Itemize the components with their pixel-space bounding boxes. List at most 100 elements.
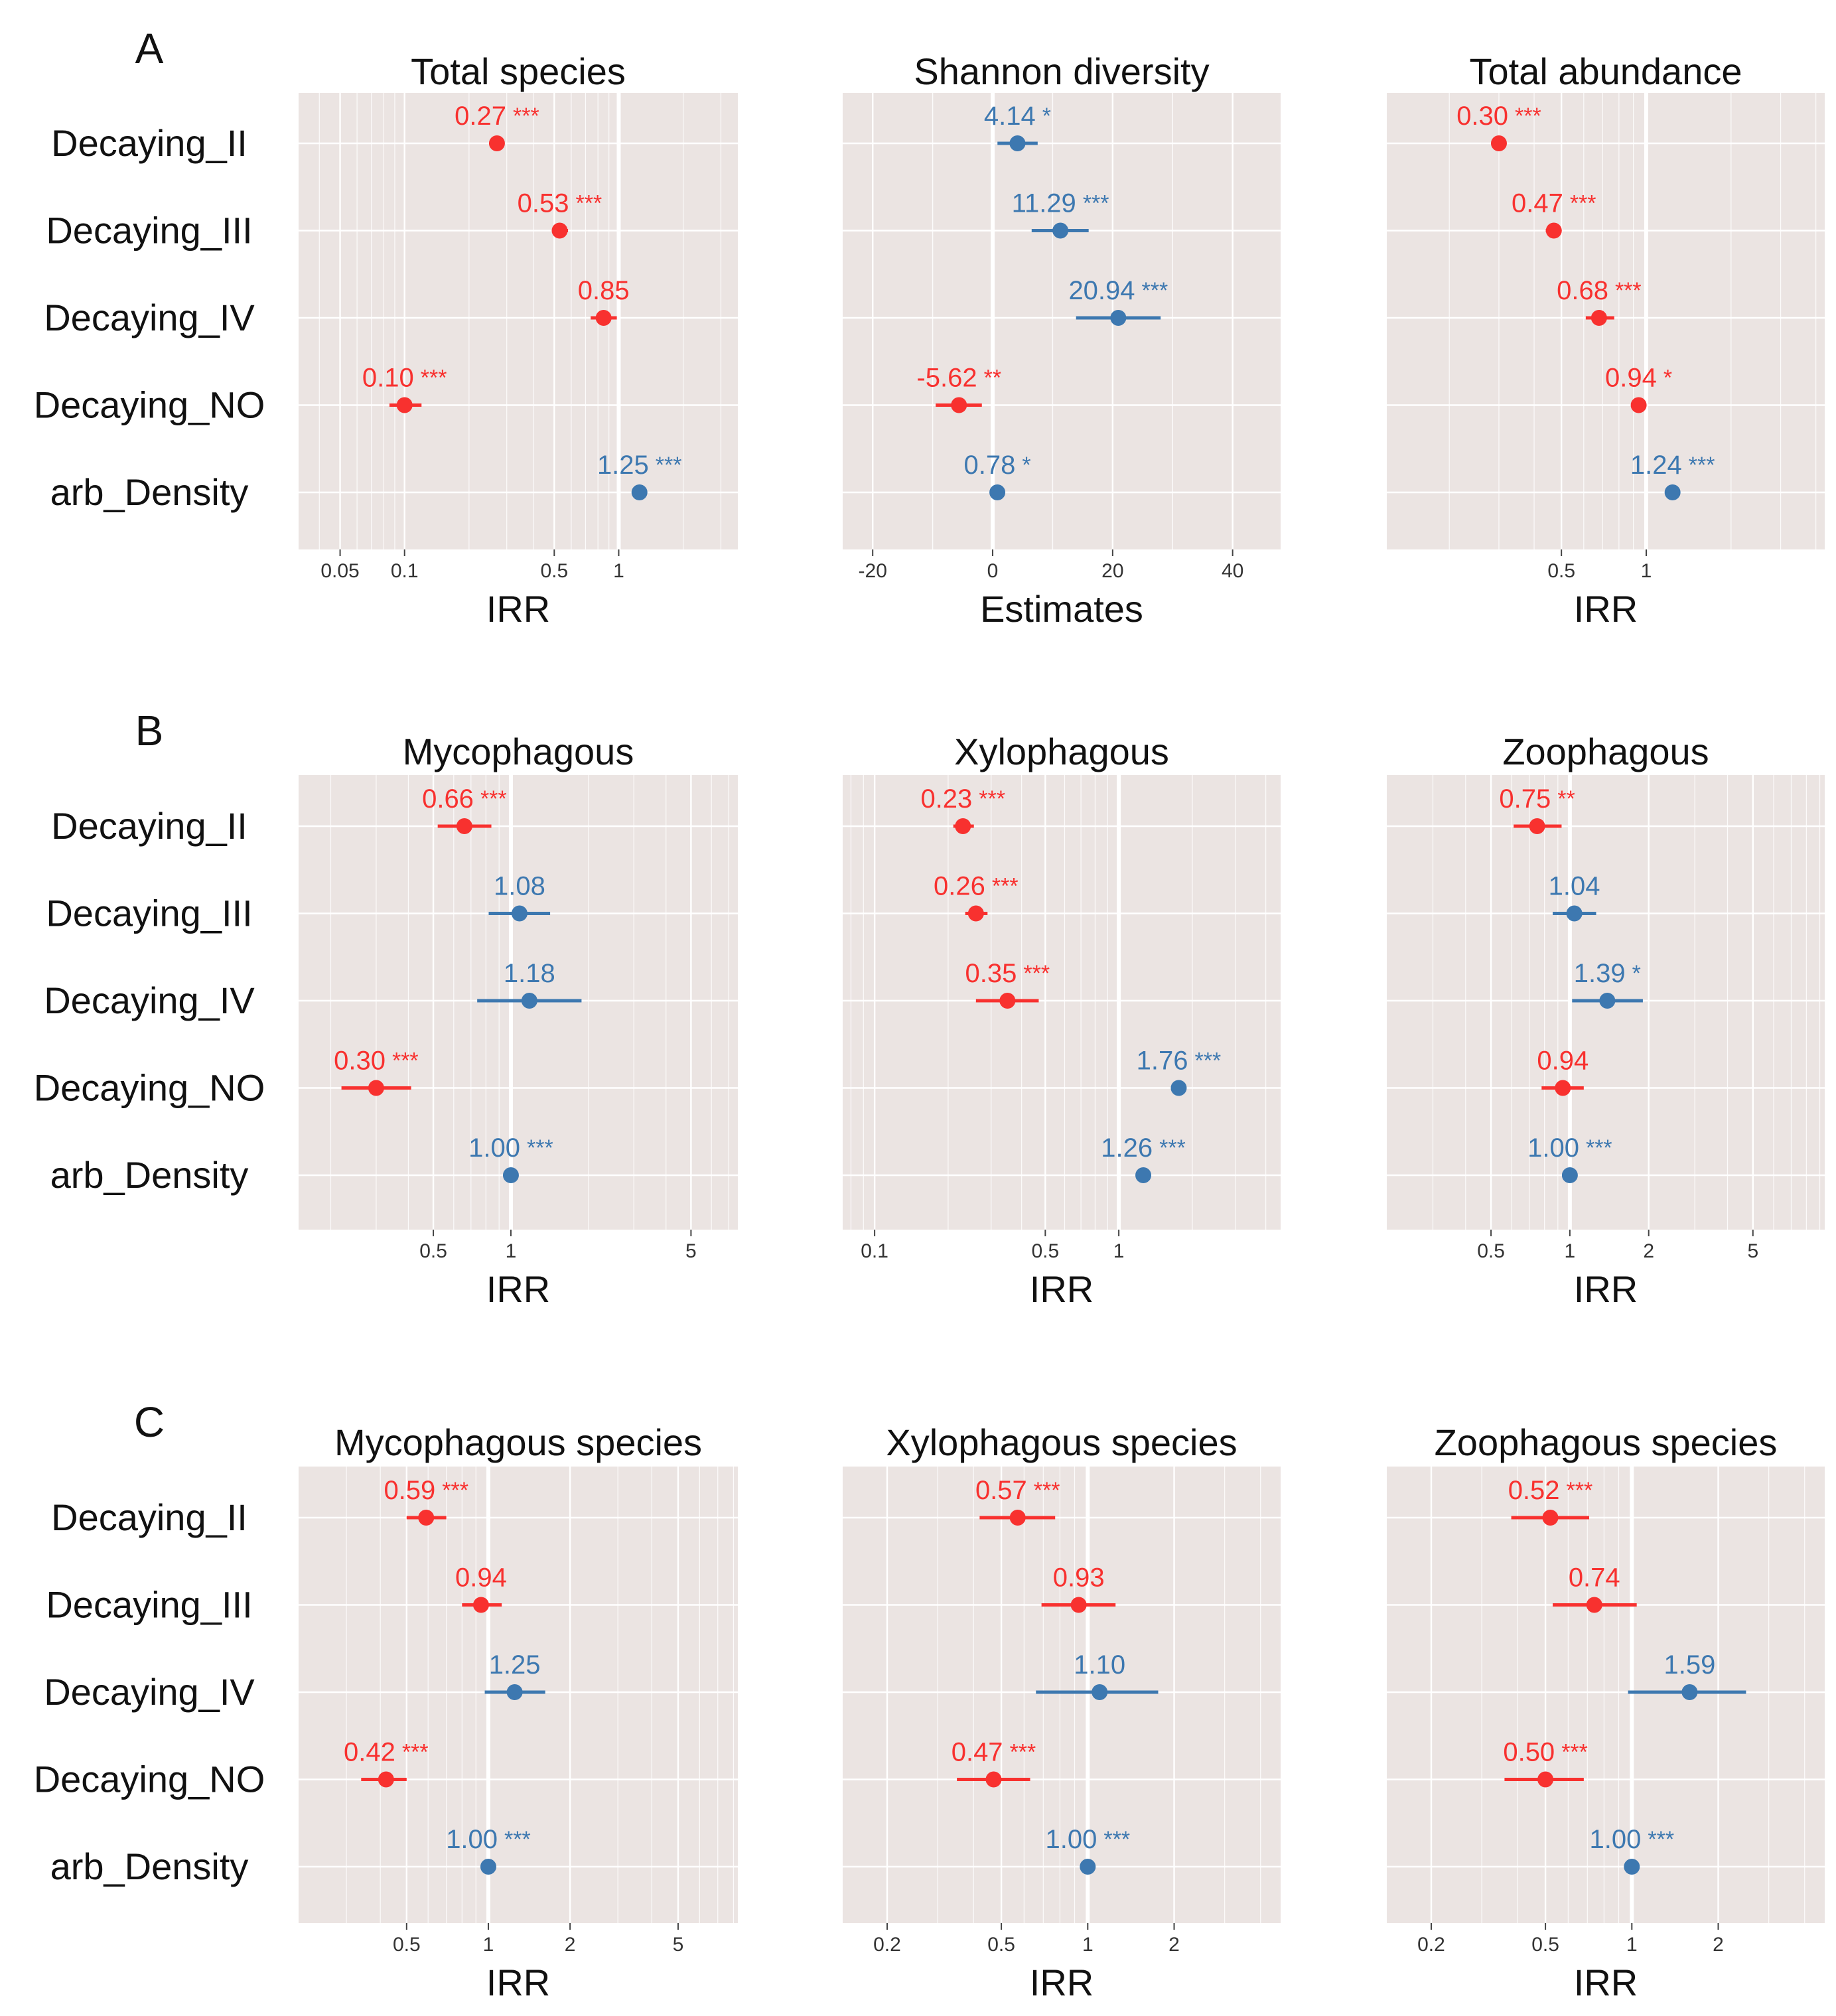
estimate-value: 0.27 (455, 102, 506, 131)
estimate-label: 1.00 *** (1590, 1825, 1675, 1854)
estimate-label: 0.52 *** (1508, 1476, 1593, 1505)
panel-letter: B (135, 707, 164, 755)
estimate-value: 1.10 (1074, 1650, 1125, 1680)
estimate-point (511, 905, 528, 922)
significance-stars: *** (979, 786, 1005, 812)
panel-background (1387, 1467, 1825, 1923)
significance-stars: *** (1034, 1478, 1060, 1503)
x-axis-label: IRR (1030, 1268, 1094, 1310)
estimate-point (456, 818, 472, 834)
estimate-label: 1.04 (1549, 872, 1600, 901)
panel-title: Xylophagous (954, 731, 1169, 772)
estimate-value: 0.50 (1503, 1738, 1555, 1767)
estimate-value: 20.94 (1068, 276, 1135, 305)
significance-stars: *** (1689, 453, 1715, 478)
row-label: Decaying_II (51, 122, 247, 164)
tick-label: 1 (483, 1934, 494, 1956)
estimate-value: 0.42 (344, 1738, 395, 1767)
tick-label: 0.1 (861, 1240, 888, 1262)
significance-stars: * (1022, 453, 1030, 478)
tick-label: 0.5 (1547, 560, 1575, 582)
panel-group-A: A Decaying_II Decaying_III Decaying_IV Decay… (34, 25, 1825, 630)
estimate-value: 1.00 (1590, 1825, 1642, 1854)
forest-panel: Zoophagous 0.5 1 2 5 IRR 0.75 ** 1.04 1.39 * 0.94 1.… (1387, 731, 1825, 1310)
row-label: Decaying_III (46, 210, 252, 252)
significance-stars: *** (1561, 1740, 1588, 1765)
estimate-label: 1.25 *** (597, 451, 682, 480)
estimate-point (1566, 905, 1583, 922)
estimate-label: 0.78 * (964, 451, 1031, 480)
significance-stars: ** (984, 366, 1001, 391)
tick-label: 1 (613, 560, 624, 582)
estimate-label: 0.68 *** (1557, 276, 1642, 305)
panel-title: Mycophagous species (334, 1421, 702, 1463)
estimate-point (1490, 135, 1507, 151)
estimate-point (418, 1510, 435, 1526)
estimate-point (985, 1771, 1002, 1788)
row-label: Decaying_NO (34, 1759, 265, 1800)
tick-label: 0.5 (1031, 1240, 1059, 1262)
estimate-point (1555, 1080, 1571, 1096)
significance-stars: * (1663, 366, 1672, 391)
estimate-value: 0.94 (1537, 1046, 1589, 1076)
estimate-point (1586, 1597, 1602, 1613)
significance-stars: * (1632, 961, 1641, 986)
tick-label: 0.5 (1477, 1240, 1505, 1262)
estimate-label: 1.39 * (1574, 959, 1641, 988)
tick-label: 2 (1643, 1240, 1654, 1262)
estimate-point (1599, 993, 1616, 1009)
significance-stars: *** (1103, 1827, 1130, 1852)
estimate-label: 0.47 *** (952, 1738, 1036, 1767)
estimate-value: 0.30 (1456, 102, 1508, 131)
estimate-label: 0.27 *** (455, 102, 539, 131)
estimate-label: 0.94 (1537, 1046, 1589, 1076)
estimate-point (521, 993, 537, 1009)
tick-label: 5 (673, 1934, 684, 1956)
x-axis-label: IRR (1030, 1962, 1094, 2003)
estimate-point (1080, 1859, 1096, 1875)
significance-stars: *** (1023, 961, 1050, 986)
estimate-point (472, 1597, 489, 1613)
tick-label: 1 (1565, 1240, 1576, 1262)
estimate-point (551, 222, 568, 239)
estimate-value: 0.68 (1557, 276, 1608, 305)
estimate-label: 0.53 *** (518, 189, 602, 218)
estimate-point (1009, 1510, 1026, 1526)
estimate-label: 0.59 *** (384, 1476, 468, 1505)
panel-title: Total species (411, 50, 626, 92)
panel-title: Zoophagous species (1435, 1421, 1778, 1463)
estimate-point (1542, 1510, 1559, 1526)
estimate-value: 1.24 (1630, 451, 1682, 480)
estimate-point (396, 397, 413, 413)
estimate-point (1624, 1859, 1640, 1875)
estimate-label: 0.85 (578, 276, 630, 305)
estimate-point (955, 818, 971, 834)
tick-label: 0 (987, 560, 999, 582)
x-axis-label: IRR (486, 1268, 550, 1310)
panel-background (299, 93, 738, 549)
row-label: arb_Density (50, 1845, 249, 1887)
significance-stars: *** (402, 1740, 429, 1765)
row-label: Decaying_NO (34, 1067, 265, 1109)
estimate-point (1664, 484, 1681, 500)
significance-stars: *** (992, 874, 1019, 899)
tick-label: 1 (1626, 1934, 1638, 1956)
panel-title: Zoophagous (1502, 731, 1709, 772)
estimate-value: 1.59 (1663, 1650, 1715, 1680)
tick-label: 5 (1747, 1240, 1758, 1262)
estimate-value: 1.18 (504, 959, 555, 988)
significance-stars: *** (392, 1048, 419, 1074)
significance-stars: *** (1142, 278, 1168, 303)
significance-stars: *** (1586, 1135, 1612, 1161)
x-axis-label: IRR (1574, 588, 1638, 630)
tick-label: 40 (1222, 560, 1243, 582)
significance-stars: *** (1515, 104, 1541, 129)
estimate-point (506, 1684, 523, 1700)
estimate-point (1009, 135, 1026, 151)
estimate-value: 0.52 (1508, 1476, 1560, 1505)
row-label: arb_Density (50, 1154, 249, 1196)
row-label: Decaying_II (51, 1496, 247, 1538)
